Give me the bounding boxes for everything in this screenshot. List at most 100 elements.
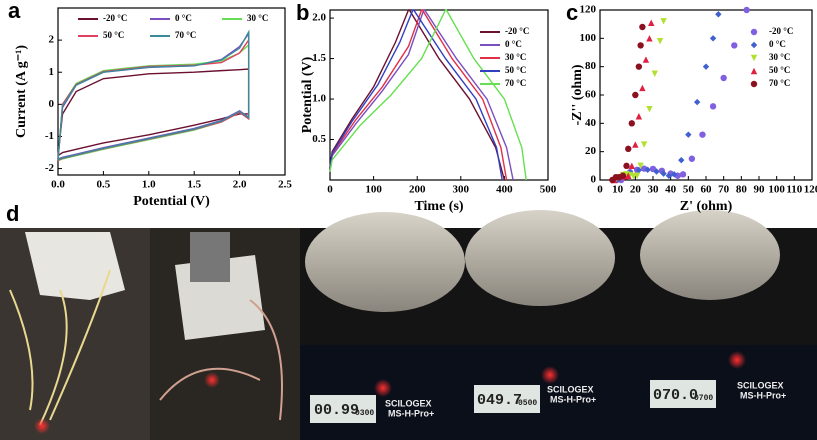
point [633,172,641,179]
point [635,113,643,120]
x-tick-label: 50 [683,184,695,196]
point [646,105,653,113]
series-line [57,68,250,157]
legend-marker [750,67,758,75]
legend-label: 70 °C [505,78,526,88]
x-tick-label: 30 [648,184,660,196]
panel-label: a [8,0,21,23]
point [642,56,650,63]
series-line [329,9,506,181]
y-tick-label: -1 [45,130,54,142]
legend-label: 0 °C [769,39,786,49]
point [640,141,648,148]
point [720,74,727,82]
x-tick-label: 2.0 [233,179,247,191]
x-tick-label: 500 [540,184,557,196]
legend-marker [750,28,758,36]
point [702,63,710,70]
point [679,171,687,178]
x-tick-label: 0.5 [97,179,111,191]
x-tick-label: 2.5 [278,179,292,191]
legend-label: -20 °C [505,26,529,36]
point [628,162,635,170]
point [625,145,632,153]
wire [9,269,111,426]
series-line [57,31,250,160]
point [648,19,655,26]
brand: SCILOGEX [547,384,594,394]
y-axis-label: Current (A g⁻¹) [14,45,29,138]
series-line [329,9,503,181]
led [204,372,220,388]
led [541,366,559,384]
photo-panel: 00.99 0300 SCILOGEX MS-H-Pro+ 049.7 0500… [0,210,817,440]
lcd-reading: 070.0 [653,387,698,404]
point [743,6,750,14]
x-axis-label: Time (s) [414,199,463,214]
legend-label: 70 °C [769,78,790,88]
panel-label: b [296,0,309,25]
x-tick-label: 300 [453,184,470,196]
x-tick-label: 0 [327,184,333,196]
point [699,131,706,138]
point [635,63,643,70]
point [637,162,644,170]
lcd [310,395,376,423]
x-tick-label: 110 [786,184,802,196]
x-tick-label: 80 [736,184,748,196]
point [715,11,722,18]
point [625,172,632,179]
lcd-setting: 0300 [355,409,374,418]
point [685,131,692,138]
y-tick-label: 60 [585,89,597,101]
legend-label: 70 °C [175,30,196,40]
point [639,23,646,31]
point [653,168,660,175]
model: MS-H-Pro+ [550,394,596,404]
disk [640,210,780,300]
x-tick-label: 60 [701,184,713,196]
model: MS-H-Pro+ [388,408,434,418]
wire [159,299,283,421]
point [632,91,639,99]
y-tick-label: 100 [580,32,597,44]
point [688,155,696,162]
lcd-setting: 0700 [694,394,713,403]
legend-label: -20 °C [769,26,793,36]
point [628,120,635,127]
y-tick-label: 0 [49,98,55,110]
x-axis-label: Z' (ohm) [680,199,733,214]
x-tick-label: 0 [597,184,603,196]
legend-label: 30 °C [505,52,526,62]
point [656,37,664,45]
x-tick-label: 400 [496,184,513,196]
series-line [329,9,527,181]
legend-label: 50 °C [103,30,124,40]
y-tick-label: 0.5 [312,133,326,145]
legend-label: 0 °C [505,39,522,49]
point [731,42,738,49]
y-tick-label: 2.0 [312,12,326,24]
x-tick-label: 1.5 [187,179,201,191]
point [709,35,717,42]
legend-marker [750,80,758,88]
x-tick-label: 70 [718,184,730,196]
y-axis-label: Potential (V) [300,56,315,133]
plot-frame [329,9,549,181]
x-tick-label: 120 [804,184,817,196]
jug [25,232,125,300]
legend-label: 50 °C [505,65,526,75]
x-tick-label: 90 [754,184,766,196]
x-tick-label: 40 [665,184,677,196]
point [632,141,639,148]
disk [465,210,615,306]
y-tick-label: 80 [585,60,597,72]
x-tick-label: 10 [612,184,624,196]
point [639,84,646,92]
y-tick-label: 1.0 [312,93,326,105]
y-tick-label: 120 [580,4,597,16]
x-tick-label: 100 [365,184,382,196]
lcd [650,380,716,408]
y-tick-label: 0 [591,174,597,186]
